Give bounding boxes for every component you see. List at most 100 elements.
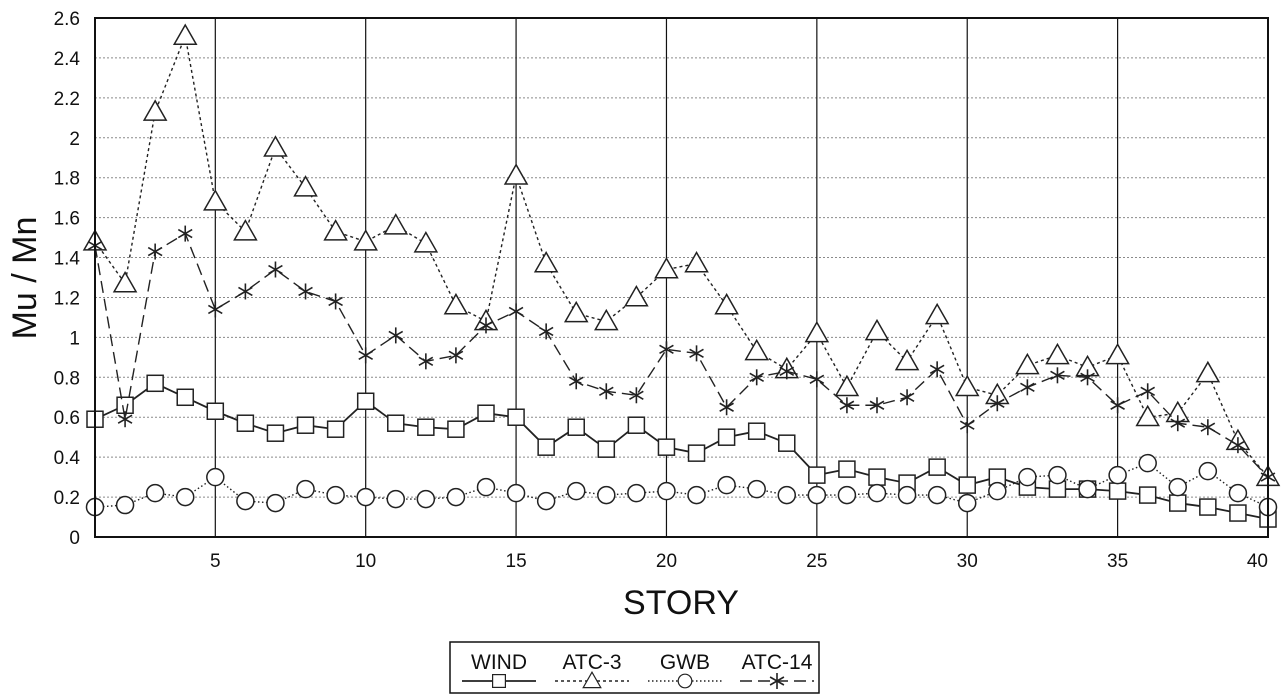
asterisk-stroke (1200, 422, 1216, 432)
data-point-gwb (506, 483, 526, 503)
x-tick-label: 30 (957, 551, 978, 572)
data-point-atc-14 (779, 363, 795, 380)
y-tick-label: 0.6 (54, 408, 80, 429)
x-tick-label: 15 (506, 551, 527, 572)
asterisk-stroke (839, 400, 855, 410)
series-wind (86, 374, 1277, 528)
y-tick-label: 0.2 (54, 488, 80, 509)
data-point-gwb (897, 485, 917, 505)
x-tick-label: 40 (1247, 551, 1268, 572)
data-point-gwb (1108, 465, 1127, 485)
data-point-gwb (566, 481, 586, 501)
data-point-gwb (988, 481, 1007, 501)
asterisk-stroke (809, 374, 825, 384)
data-point-atc-14 (809, 371, 825, 388)
data-point-wind (507, 408, 525, 426)
asterisk-stroke (388, 330, 404, 341)
y-axis-title: Mu / Mn (6, 217, 44, 340)
data-point-wind (176, 388, 194, 407)
data-point-atc-14 (1050, 367, 1065, 384)
data-point-atc-3 (413, 231, 439, 253)
data-point-atc-3 (533, 251, 559, 273)
legend-marker-gwb (677, 673, 693, 689)
data-point-gwb (747, 479, 766, 499)
data-point-gwb (446, 487, 466, 507)
y-tick-label: 2.6 (54, 9, 80, 30)
asterisk-stroke (538, 326, 554, 337)
asterisk-stroke (1110, 400, 1125, 410)
data-point-atc-14 (238, 283, 253, 300)
asterisk-stroke (478, 320, 494, 331)
data-point-wind (206, 402, 225, 420)
data-point-wind (808, 466, 826, 484)
data-point-atc-3 (563, 300, 589, 323)
data-point-atc-14 (207, 301, 223, 318)
y-tick-label: 0.4 (54, 448, 81, 469)
data-point-atc-3 (203, 189, 228, 211)
data-point-atc-14 (1020, 379, 1035, 396)
data-point-wind (1229, 504, 1247, 522)
data-point-wind (1108, 482, 1127, 500)
data-point-atc-14 (448, 347, 464, 364)
data-point-gwb (867, 483, 887, 503)
legend-box (449, 641, 820, 694)
x-tick-label: 5 (210, 551, 221, 572)
y-tick-label: 1.4 (54, 249, 81, 270)
data-point-atc-3 (112, 270, 138, 293)
data-point-gwb (687, 485, 706, 505)
data-point-atc-14 (298, 283, 313, 300)
data-point-atc-14 (1140, 383, 1156, 400)
asterisk-stroke (899, 392, 915, 402)
data-point-atc-3 (594, 308, 619, 331)
data-point-gwb (536, 491, 556, 511)
data-point-atc-3 (263, 135, 288, 157)
series-layer (82, 23, 1281, 528)
data-point-wind (477, 404, 495, 422)
data-point-atc-14 (1230, 437, 1246, 454)
data-point-gwb (927, 485, 947, 505)
asterisk-stroke (929, 364, 945, 375)
data-point-gwb (1198, 461, 1218, 481)
plot-frame (94, 17, 1269, 538)
legend-label-gwb: GWB (660, 651, 710, 674)
data-point-wind (447, 420, 465, 438)
data-point-atc-14 (328, 293, 343, 310)
data-point-atc-3 (503, 163, 529, 185)
data-point-wind (1199, 498, 1217, 516)
data-point-wind (597, 440, 616, 458)
data-point-atc-14 (989, 395, 1005, 412)
data-point-atc-3 (744, 338, 769, 361)
asterisk-stroke (779, 366, 795, 377)
data-point-atc-14 (388, 327, 404, 344)
data-point-gwb (386, 489, 406, 509)
data-point-gwb (627, 483, 646, 503)
x-tick-label: 20 (656, 551, 677, 572)
data-point-wind (537, 438, 555, 456)
y-tick-label: 0.8 (54, 368, 80, 389)
asterisk-stroke (659, 344, 674, 355)
asterisk-stroke (147, 246, 163, 257)
data-point-wind (356, 392, 375, 411)
data-point-wind (928, 458, 946, 476)
data-point-wind (1169, 494, 1187, 512)
data-point-atc-14 (659, 341, 674, 358)
data-point-wind (778, 434, 796, 452)
data-point-atc-3 (804, 320, 830, 343)
asterisk-stroke (418, 356, 434, 367)
data-point-gwb (206, 467, 225, 487)
data-point-atc-3 (1195, 360, 1221, 383)
data-point-gwb (416, 489, 436, 509)
data-point-gwb (145, 483, 165, 503)
asterisk-stroke (719, 402, 734, 412)
asterisk-stroke (689, 348, 704, 359)
data-point-wind (417, 418, 435, 436)
data-point-gwb (1138, 453, 1157, 473)
data-point-wind (146, 374, 164, 393)
asterisk-stroke (1140, 386, 1156, 396)
x-tick-label: 35 (1107, 551, 1128, 572)
x-tick-label: 25 (806, 551, 827, 572)
y-tick-label: 0 (69, 528, 80, 549)
data-point-atc-3 (864, 318, 890, 341)
